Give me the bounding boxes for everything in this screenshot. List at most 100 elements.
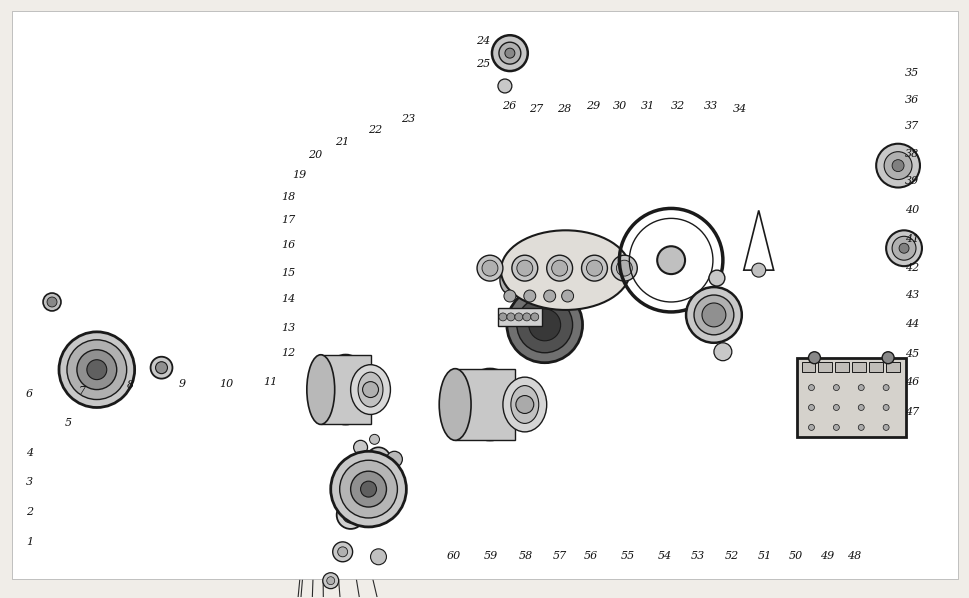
Bar — [497, 308, 541, 326]
Circle shape — [807, 404, 814, 410]
Text: 18: 18 — [281, 191, 295, 202]
Circle shape — [898, 243, 908, 253]
Text: 31: 31 — [641, 101, 655, 111]
Circle shape — [342, 507, 359, 523]
Circle shape — [366, 447, 391, 471]
Text: 11: 11 — [264, 377, 277, 388]
Circle shape — [150, 357, 172, 379]
Ellipse shape — [510, 266, 549, 294]
Text: 26: 26 — [502, 101, 516, 111]
Text: 38: 38 — [904, 149, 918, 158]
Text: 20: 20 — [307, 150, 322, 160]
Circle shape — [858, 425, 863, 431]
Circle shape — [87, 360, 107, 380]
Circle shape — [610, 255, 637, 281]
Bar — [321, 355, 370, 425]
Bar — [818, 362, 831, 372]
Circle shape — [357, 510, 366, 520]
Circle shape — [354, 440, 367, 454]
Ellipse shape — [439, 369, 471, 440]
Circle shape — [323, 573, 338, 588]
Text: 54: 54 — [657, 551, 671, 561]
Text: 45: 45 — [904, 349, 918, 359]
Text: 57: 57 — [552, 551, 567, 561]
Text: 23: 23 — [400, 114, 415, 124]
Bar — [510, 266, 549, 294]
Circle shape — [581, 255, 607, 281]
Text: 32: 32 — [671, 101, 684, 111]
Text: 36: 36 — [904, 95, 918, 105]
Text: 5: 5 — [64, 418, 72, 428]
Text: 12: 12 — [281, 347, 295, 358]
Text: 47: 47 — [904, 407, 918, 417]
Circle shape — [561, 290, 573, 302]
Circle shape — [59, 332, 135, 407]
Circle shape — [751, 263, 765, 277]
Circle shape — [386, 451, 402, 467]
Text: 56: 56 — [583, 551, 598, 561]
Circle shape — [807, 385, 814, 390]
Circle shape — [327, 576, 334, 585]
Circle shape — [693, 295, 734, 335]
Text: 52: 52 — [724, 551, 738, 561]
Text: 44: 44 — [904, 319, 918, 329]
Text: 8: 8 — [127, 380, 134, 390]
Circle shape — [832, 385, 838, 390]
Text: 58: 58 — [517, 551, 532, 561]
Bar — [529, 271, 559, 287]
Text: 28: 28 — [556, 103, 571, 114]
Circle shape — [530, 313, 538, 321]
Circle shape — [708, 270, 724, 286]
Circle shape — [551, 260, 567, 276]
Text: 29: 29 — [585, 101, 600, 111]
Bar — [886, 362, 899, 372]
Text: 21: 21 — [334, 137, 349, 147]
Text: 42: 42 — [904, 263, 918, 273]
Text: 3: 3 — [26, 477, 33, 487]
Circle shape — [362, 382, 378, 398]
Text: 50: 50 — [788, 551, 802, 561]
Circle shape — [807, 352, 820, 364]
Ellipse shape — [499, 266, 519, 294]
Circle shape — [886, 230, 921, 266]
Text: 51: 51 — [757, 551, 771, 561]
Text: 13: 13 — [281, 322, 295, 332]
Circle shape — [497, 79, 512, 93]
Text: 4: 4 — [26, 447, 33, 457]
Circle shape — [505, 48, 515, 58]
Text: 55: 55 — [620, 551, 635, 561]
Circle shape — [515, 313, 522, 321]
Text: 7: 7 — [78, 386, 86, 396]
Circle shape — [807, 425, 814, 431]
Text: 60: 60 — [447, 551, 460, 561]
Circle shape — [77, 350, 116, 389]
Circle shape — [337, 547, 347, 557]
Circle shape — [882, 404, 889, 410]
Circle shape — [67, 340, 127, 399]
Ellipse shape — [535, 283, 553, 291]
Circle shape — [713, 343, 731, 361]
Text: 10: 10 — [219, 379, 234, 389]
Text: 39: 39 — [904, 176, 918, 186]
Ellipse shape — [306, 355, 334, 425]
Circle shape — [685, 287, 741, 343]
Ellipse shape — [502, 377, 547, 432]
Ellipse shape — [321, 355, 370, 425]
Circle shape — [858, 404, 863, 410]
Circle shape — [832, 404, 838, 410]
Text: 40: 40 — [904, 205, 918, 215]
Text: 43: 43 — [904, 291, 918, 300]
Text: 35: 35 — [904, 68, 918, 78]
Text: 9: 9 — [178, 379, 185, 389]
Circle shape — [522, 313, 530, 321]
Circle shape — [369, 434, 379, 444]
Circle shape — [528, 309, 560, 341]
Circle shape — [882, 385, 889, 390]
Text: 15: 15 — [281, 268, 295, 278]
Text: 34: 34 — [732, 103, 746, 114]
Circle shape — [370, 549, 386, 565]
Circle shape — [657, 246, 684, 274]
Circle shape — [336, 501, 364, 529]
Text: 27: 27 — [528, 103, 543, 114]
Circle shape — [586, 260, 602, 276]
